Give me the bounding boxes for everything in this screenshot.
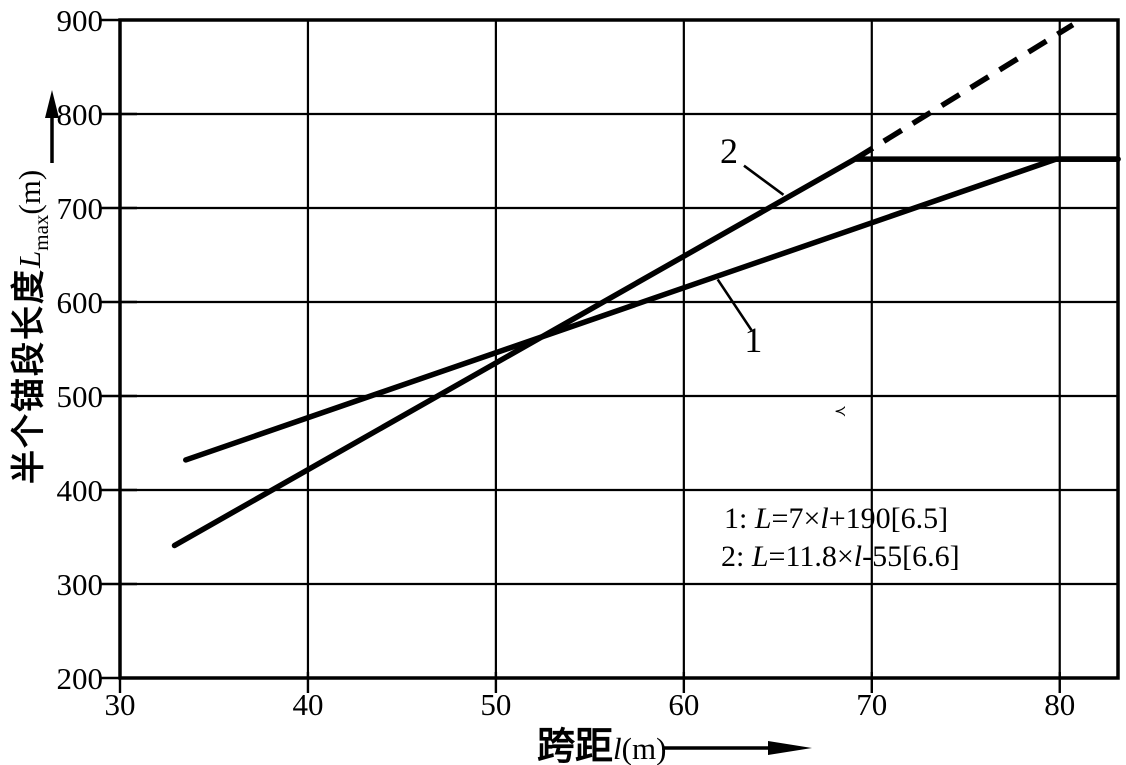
x-axis-title: 跨距l(m) [537, 726, 666, 765]
curve-label-leader-1 [716, 278, 753, 331]
curve-label-leader-2 [743, 164, 785, 196]
equation-2: 2: L=11.8×l-55[6.6] [721, 540, 960, 573]
series-line-1 [183, 156, 1121, 463]
x-axis-arrow-icon [768, 741, 812, 755]
y-axis-title: 半个锚段长度Lmax(m) [9, 170, 53, 484]
equation-1: 1: L=7×l+190[6.5] [724, 502, 948, 535]
y-axis-arrow-icon [45, 90, 59, 118]
y-tick-label-600: 600 [57, 285, 104, 320]
y-axis-title-group: 半个锚段长度Lmax(m) [9, 90, 59, 484]
curve-label-2: 2 [720, 131, 738, 171]
x-tick-label-40: 40 [292, 687, 323, 722]
y-tick-label-700: 700 [57, 191, 104, 226]
x-tick-label-70: 70 [856, 687, 887, 722]
stray-mark: ≺ [834, 404, 847, 420]
series-line-2 [171, 156, 1121, 549]
x-tick-label-60: 60 [668, 687, 699, 722]
curve-label-1: 1 [744, 320, 762, 360]
equations-group: 1: L=7×l+190[6.5] 2: L=11.8×l-55[6.6] [721, 502, 960, 573]
x-tick-label-80: 80 [1044, 687, 1075, 722]
plot-area: 30 40 50 60 70 80 200 300 400 500 600 700 800 900 1 2 [57, 3, 1121, 722]
y-tick-label-500: 500 [57, 379, 104, 414]
x-tick-label-50: 50 [480, 687, 511, 722]
x-tick-label-30: 30 [105, 687, 136, 722]
labels-group: 半个锚段长度Lmax(m) 跨距l(m) 1: L=7×l+190[6.5] 2… [9, 90, 960, 765]
plot-frame [118, 18, 1120, 680]
series-line-2-dashed-extension [853, 22, 1075, 162]
y-tick-label-900: 900 [57, 3, 104, 38]
x-axis-title-group: 跨距l(m) [537, 726, 812, 765]
y-tick-label-400: 400 [57, 473, 104, 508]
plot-frame-group [118, 18, 1120, 680]
y-tick-label-300: 300 [57, 567, 104, 602]
y-tick-label-200: 200 [57, 661, 104, 696]
y-tick-label-800: 800 [57, 97, 104, 132]
